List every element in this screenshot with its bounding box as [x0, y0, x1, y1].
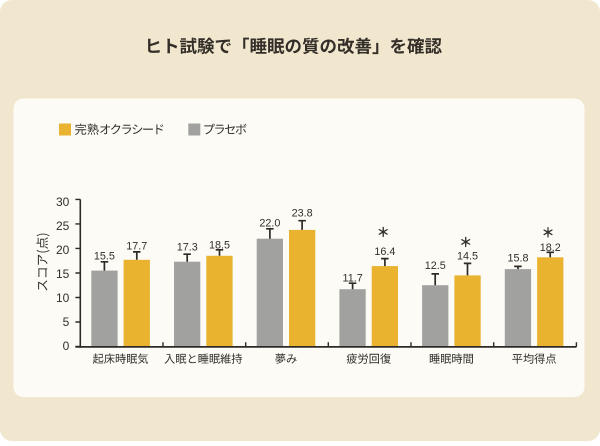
svg-text:18.5: 18.5 — [209, 239, 230, 251]
svg-text:0: 0 — [63, 339, 70, 353]
svg-text:5: 5 — [63, 315, 70, 329]
svg-text:30: 30 — [56, 195, 70, 209]
svg-text:23.8: 23.8 — [292, 207, 313, 219]
svg-text:18.2: 18.2 — [540, 242, 561, 254]
svg-text:17.3: 17.3 — [177, 241, 198, 253]
svg-text:15.5: 15.5 — [94, 251, 115, 263]
svg-text:14.5: 14.5 — [457, 250, 478, 262]
svg-text:15.8: 15.8 — [507, 252, 528, 264]
svg-text:25: 25 — [56, 219, 70, 233]
svg-text:11.7: 11.7 — [342, 272, 362, 284]
svg-text:10: 10 — [56, 291, 70, 305]
svg-text:20: 20 — [56, 243, 70, 257]
svg-text:12.5: 12.5 — [425, 260, 446, 272]
svg-text:15: 15 — [56, 267, 70, 281]
svg-text:16.4: 16.4 — [374, 246, 395, 258]
svg-text:22.0: 22.0 — [259, 217, 280, 229]
svg-text:17.7: 17.7 — [126, 241, 147, 253]
